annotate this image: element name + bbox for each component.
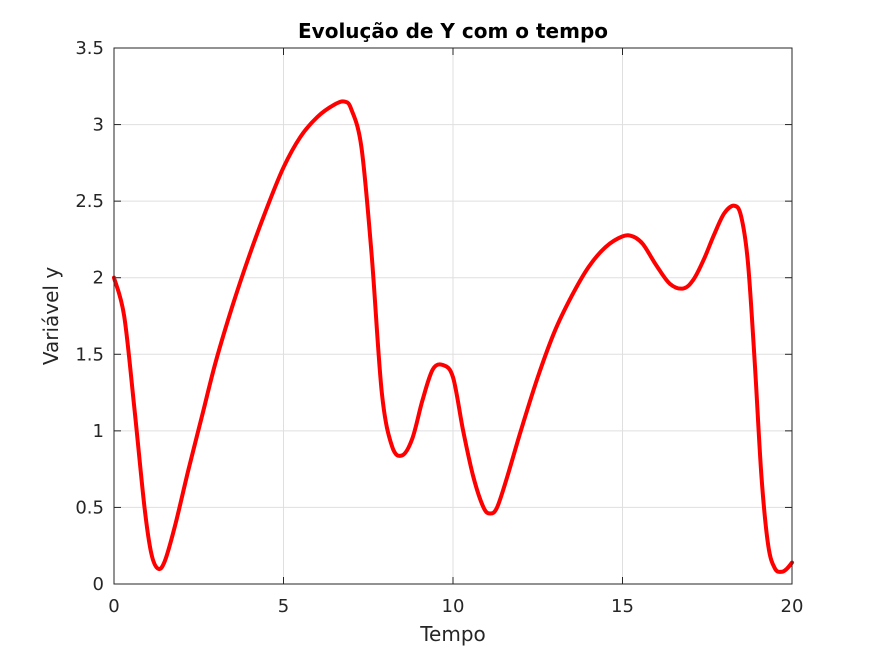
plot-area: 0 5 10 15 20 0 0.5 1 1.5 2 2.5 3 3.5 [75, 38, 803, 617]
x-axis-title: Tempo [419, 622, 486, 646]
y-axis-title: Variável y [39, 267, 63, 365]
x-tick-label: 20 [781, 596, 804, 617]
x-tick-label: 5 [278, 596, 289, 617]
x-tick-label: 0 [108, 596, 119, 617]
chart-title: Evolução de Y com o tempo [298, 19, 608, 43]
y-tick-label: 2 [93, 268, 104, 289]
y-tick-label: 0.5 [75, 497, 104, 518]
y-tick-label: 0 [93, 574, 104, 595]
y-tick-label: 1 [93, 421, 104, 442]
y-tick-label: 2.5 [75, 191, 104, 212]
y-tick-label: 3.5 [75, 38, 104, 59]
series-line [112, 99, 794, 574]
y-tick-label: 3 [93, 115, 104, 136]
axes-box [113, 47, 793, 585]
x-tick-label: 10 [442, 596, 465, 617]
y-tick-label: 1.5 [75, 344, 104, 365]
x-tick-label: 15 [611, 596, 634, 617]
